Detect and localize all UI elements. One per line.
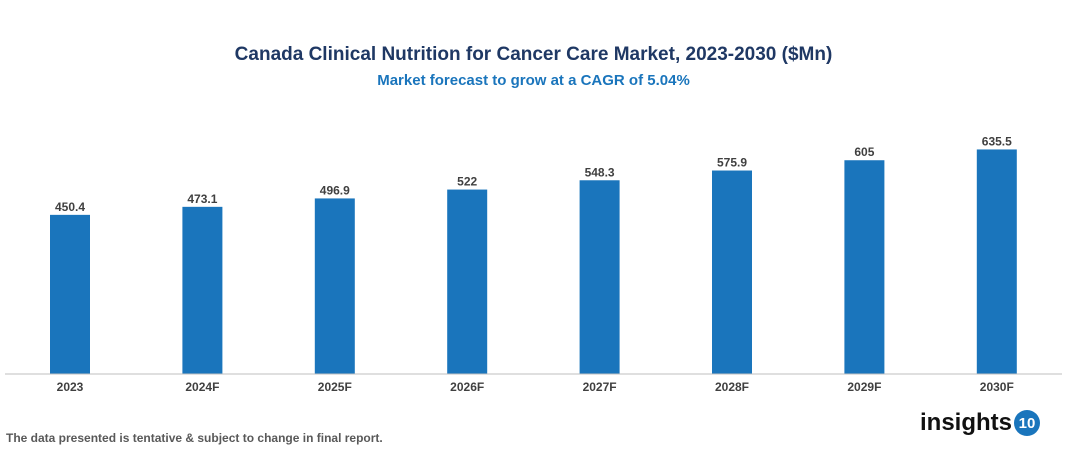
- x-tick-label: 2030F: [980, 380, 1014, 394]
- x-tick-label: 2024F: [185, 380, 219, 394]
- footnote: The data presented is tentative & subjec…: [6, 431, 383, 445]
- bar-2024F: [182, 206, 223, 374]
- bar-2030F: [976, 149, 1017, 374]
- data-label: 496.9: [320, 183, 350, 197]
- x-tick-label: 2026F: [450, 380, 484, 394]
- x-tick-label: 2025F: [318, 380, 352, 394]
- x-tick-label: 2029F: [847, 380, 881, 394]
- logo-text: insights: [920, 409, 1013, 436]
- chart-subtitle: Market forecast to grow at a CAGR of 5.0…: [377, 72, 690, 89]
- bar-2025F: [314, 198, 355, 374]
- x-tick-label: 2027F: [583, 380, 617, 394]
- x-tick-label: 2028F: [715, 380, 749, 394]
- bar-2029F: [844, 160, 885, 374]
- insights10-logo: insights 10: [920, 409, 1041, 437]
- data-label: 575.9: [717, 156, 747, 170]
- x-tick-label: 2023: [57, 380, 84, 394]
- bar-2028F: [712, 170, 752, 374]
- data-label: 522: [457, 175, 477, 189]
- data-label: 548.3: [585, 165, 615, 179]
- bar-2023: [50, 214, 90, 374]
- bar-2027F: [579, 180, 620, 374]
- logo-badge: 10: [1014, 410, 1041, 436]
- data-label: 473.1: [187, 192, 217, 206]
- bar-2026F: [447, 189, 488, 374]
- data-label: 635.5: [982, 134, 1012, 148]
- data-label: 605: [854, 145, 874, 159]
- chart-title: Canada Clinical Nutrition for Cancer Car…: [234, 44, 833, 65]
- data-label: 450.4: [55, 200, 85, 214]
